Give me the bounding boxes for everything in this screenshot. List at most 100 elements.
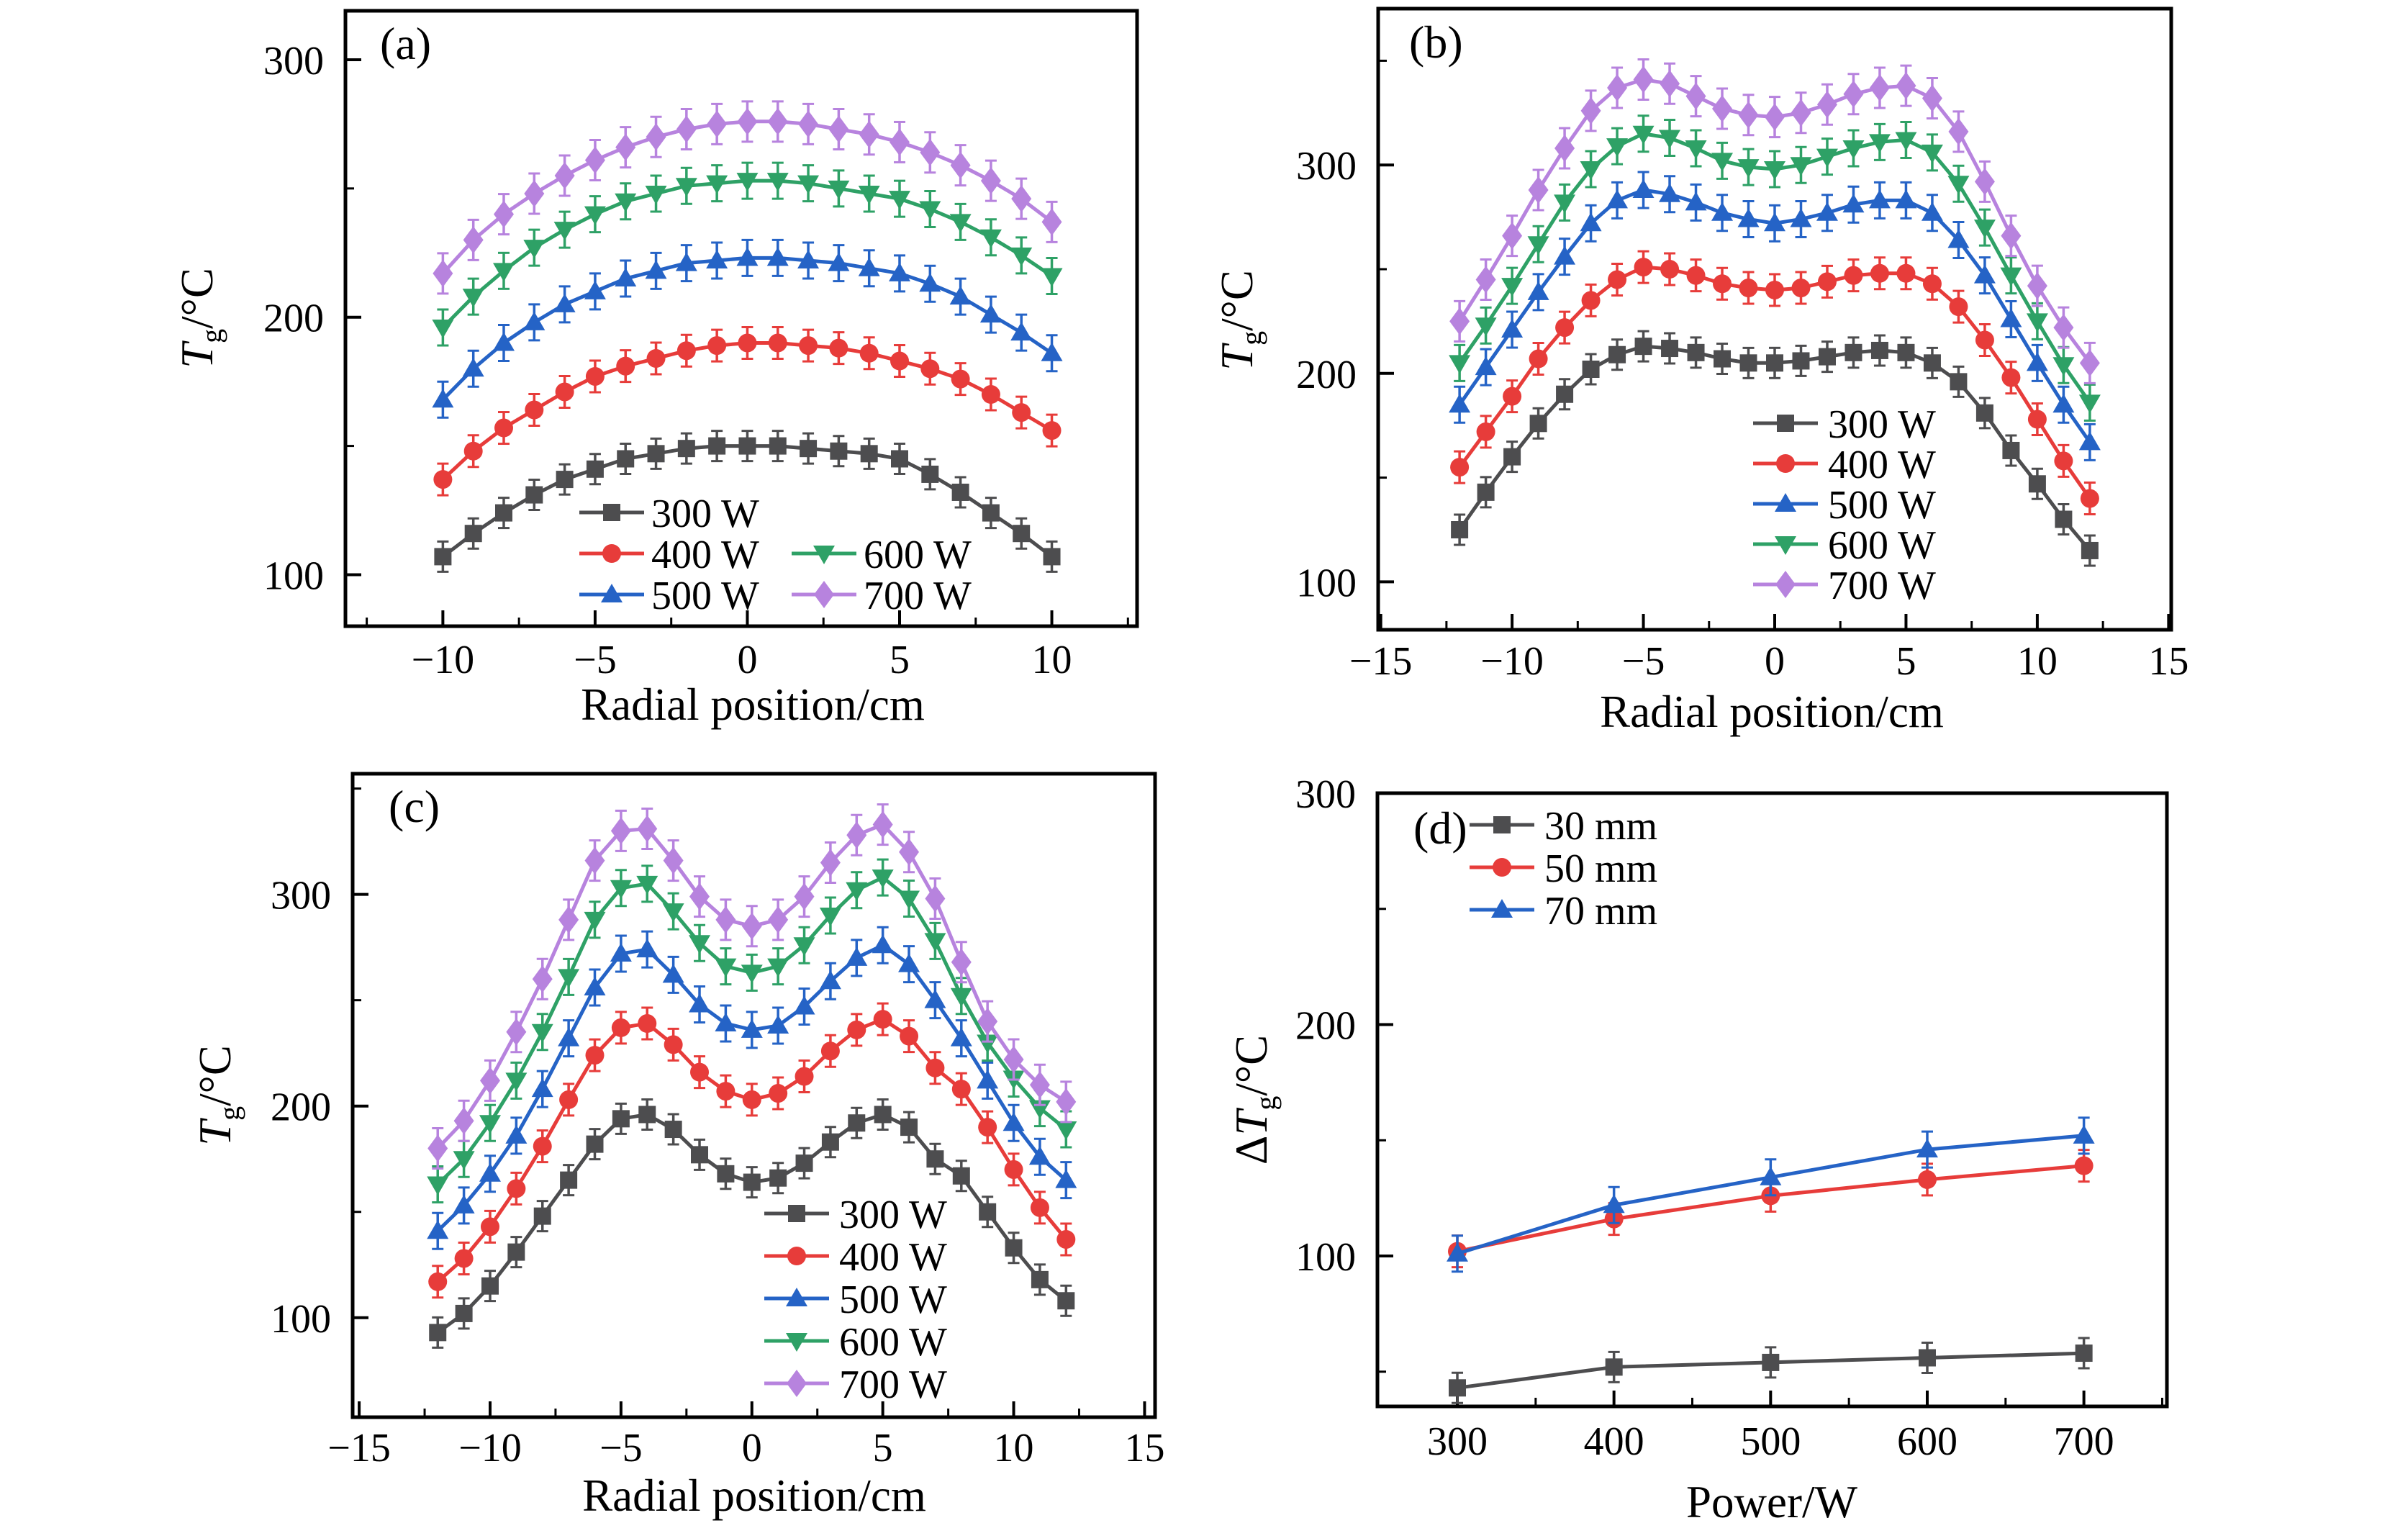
legend-entry: 600 W [1753,523,1936,568]
legend-entry: 600 W [764,1320,947,1365]
x-axis-title: Power/W [1686,1477,1857,1523]
data-point-marker [768,905,789,934]
data-point-marker [1529,415,1547,433]
legend-entry: 300 W [764,1193,947,1237]
legend-marker [787,1370,807,1397]
data-point-marker [616,356,635,376]
data-point-marker [1791,279,1811,298]
data-point-marker [610,817,631,845]
series-400-w [433,325,1062,497]
data-point-marker [737,107,758,135]
data-point-marker [554,161,575,189]
data-point-marker [716,1082,735,1101]
data-point-marker [793,995,815,1015]
data-point-marker [531,1023,553,1043]
y-tick-label: 300 [1296,144,1357,189]
data-point-marker [1660,259,1680,279]
series-300-w [434,430,1061,573]
data-point-marker [846,821,867,849]
data-point-marker [1031,1270,1049,1288]
data-point-marker [1580,212,1602,232]
data-point-marker [1947,176,1970,195]
data-point-marker [1792,352,1810,370]
data-point-marker [1685,140,1707,160]
series-500-w [1449,171,2101,461]
legend-marker [1493,858,1511,877]
data-point-marker [1974,168,1995,196]
data-point-marker [1055,1169,1077,1188]
data-point-marker [584,911,606,931]
legend-marker [1777,415,1794,432]
data-point-marker [1685,82,1706,110]
data-point-marker [767,958,789,977]
legend-entry: 70 mm [1470,889,1657,934]
data-point-marker [952,1167,970,1185]
data-point-marker [1765,280,1784,299]
data-point-marker [949,214,972,233]
legend-label: 400 W [651,533,759,577]
data-point-marker [505,1072,528,1092]
data-point-marker [715,1013,737,1032]
data-point-marker [706,250,728,269]
data-point-marker [586,460,604,478]
data-point-marker [1843,80,1864,108]
legend-label: 500 W [839,1278,947,1322]
data-point-marker [462,358,484,377]
data-point-marker [553,293,576,312]
data-point-marker [1687,343,1705,361]
data-point-marker [647,445,665,463]
data-point-marker [2074,1156,2094,1175]
series-700-w [427,803,1077,1170]
data-point-marker [978,1118,997,1137]
data-point-marker [741,1018,763,1038]
data-point-marker [1010,322,1033,341]
data-point-marker [553,222,576,241]
data-point-marker [1003,1046,1024,1074]
data-point-marker [793,937,815,957]
data-point-marker [1556,385,1574,403]
data-point-marker [1897,343,1915,361]
data-point-marker [1923,354,1941,372]
legend-marker [813,546,835,564]
data-point-marker [1529,349,1548,369]
data-point-marker [1632,178,1655,198]
series-line [436,1113,1067,1334]
data-point-marker [1922,274,1942,294]
legend-label: 400 W [839,1235,947,1280]
data-point-marker [1057,1292,1075,1310]
data-point-marker [523,240,546,259]
legend-marker [1491,899,1513,918]
series-500-w [432,238,1063,419]
x-tick-label: 0 [1765,639,1785,684]
y-axis-title: Tg/°C [1212,270,1267,371]
data-point-marker [979,304,1002,323]
data-point-marker [428,1272,448,1291]
data-point-marker [1896,263,1916,283]
data-point-marker [432,389,454,408]
legend-label: 700 W [839,1362,947,1407]
data-point-marker [1447,1242,1469,1262]
y-axis-title: ΔTg/°C [1226,1035,1282,1165]
data-point-marker [921,465,939,483]
series-500-w [427,926,1077,1250]
data-point-marker [951,1080,971,1099]
legend-marker [1493,816,1511,833]
data-point-marker [794,882,815,910]
y-tick-label: 100 [271,1297,331,1342]
data-point-marker [821,1133,839,1151]
series-400-w [1450,250,2099,516]
data-point-marker [1029,1071,1050,1099]
data-point-marker [1764,212,1785,232]
data-point-marker [766,247,789,266]
data-point-marker [1527,236,1549,256]
data-point-marker [507,1243,525,1261]
legend-entry: 300 W [579,492,759,536]
data-point-marker [980,167,1001,195]
data-point-marker [2054,451,2073,471]
legend-label: 70 mm [1544,889,1657,934]
data-point-marker [920,138,941,166]
data-point-marker [925,1058,945,1077]
x-tick-label: 300 [1427,1419,1488,1464]
data-point-marker [769,1169,787,1187]
